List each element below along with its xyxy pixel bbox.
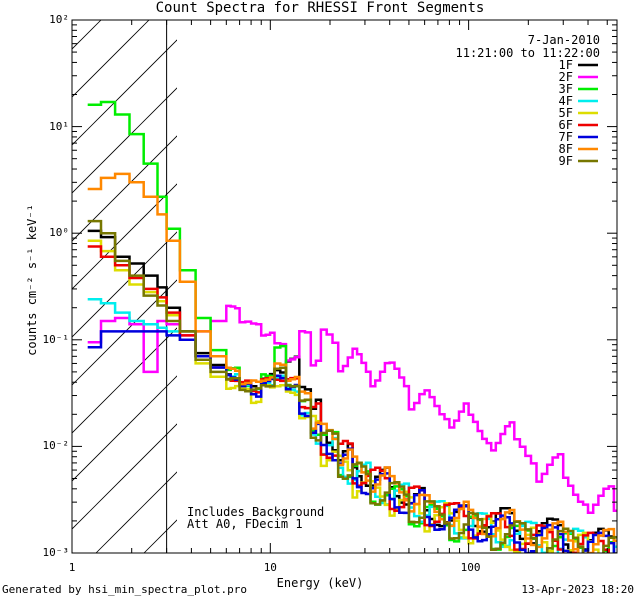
series-9F xyxy=(87,219,617,553)
legend-label-3F: 3F xyxy=(559,82,573,96)
y-tick-label: 10² xyxy=(49,13,69,26)
series-1F xyxy=(87,229,617,553)
legend-label-8F: 8F xyxy=(559,142,573,156)
note-attenuator: Att A0, FDecim 1 xyxy=(187,517,303,531)
time-range: 11:21:00 to 11:22:00 xyxy=(455,46,601,60)
x-tick-label: 100 xyxy=(460,561,481,574)
generation-date: 13-Apr-2023 18:20 xyxy=(521,583,634,596)
y-tick-label: 10⁻³ xyxy=(42,546,70,559)
legend-label-1F: 1F xyxy=(559,58,573,72)
plot-frame xyxy=(71,19,618,554)
generated-by-text: Generated by hsi_min_spectra_plot.pro xyxy=(2,583,248,596)
y-tick-label: 10¹ xyxy=(49,119,69,133)
legend-label-2F: 2F xyxy=(559,70,573,84)
y-axis-label: counts cm⁻² s⁻¹ keV⁻¹ xyxy=(25,204,39,356)
legend-label-7F: 7F xyxy=(559,130,573,144)
series-8F xyxy=(87,172,617,553)
x-tick-label: 1 xyxy=(68,561,76,574)
series-4F xyxy=(87,298,617,553)
y-tick-label: 10⁰ xyxy=(49,226,69,240)
axis-ticks xyxy=(71,19,617,554)
y-tick-label: 10⁻¹ xyxy=(42,332,70,346)
x-axis-label: Energy (keV) xyxy=(276,576,364,590)
chart-title: Count Spectra for RHESSI Front Segments xyxy=(155,0,485,16)
legend-label-4F: 4F xyxy=(559,94,573,108)
y-tick-label: 10⁻² xyxy=(42,439,70,453)
legend-label-9F: 9F xyxy=(559,154,573,168)
note-background: Includes Background xyxy=(187,505,325,519)
excluded-region-hatch xyxy=(72,20,177,553)
legend-label-6F: 6F xyxy=(559,118,573,132)
x-tick-label: 10 xyxy=(263,561,277,574)
legend-label-5F: 5F xyxy=(559,106,573,120)
observation-date: 7-Jan-2010 xyxy=(527,33,600,47)
